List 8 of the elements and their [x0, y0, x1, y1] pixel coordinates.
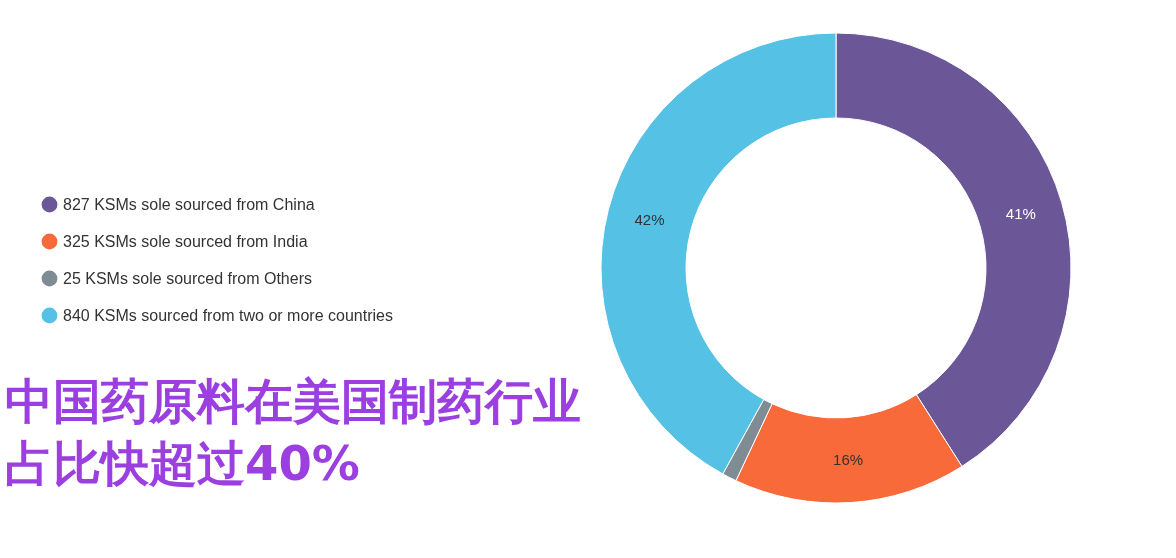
legend-label: 25 KSMs sole sourced from Others [63, 269, 312, 287]
data-label: 16% [833, 451, 864, 469]
legend-label: 325 KSMs sole sourced from India [63, 232, 308, 250]
legend-label: 840 KSMs sourced from two or more countries [63, 306, 393, 324]
text: 中国药原料在美国制药行业占比快超过40% [5, 373, 581, 491]
data-label: 42% [634, 211, 665, 229]
legend-label: 827 KSMs sole sourced from China [63, 195, 315, 213]
data-label: 41% [1005, 205, 1036, 223]
